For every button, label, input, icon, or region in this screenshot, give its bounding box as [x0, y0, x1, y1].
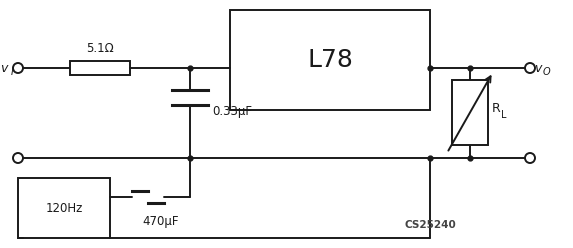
Text: v: v — [534, 62, 541, 75]
Bar — [70, 61, 130, 75]
Text: 120Hz: 120Hz — [45, 201, 83, 215]
Text: L: L — [501, 110, 507, 120]
Text: 470μF: 470μF — [142, 215, 179, 227]
Text: O: O — [542, 67, 550, 77]
Text: L78: L78 — [307, 48, 353, 72]
Text: v: v — [1, 62, 7, 75]
Bar — [230, 10, 430, 110]
Text: 5.1Ω: 5.1Ω — [86, 42, 114, 55]
Bar — [18, 178, 110, 238]
Text: I: I — [10, 67, 13, 77]
Text: 0.33μF: 0.33μF — [212, 105, 252, 118]
Text: R: R — [492, 102, 501, 115]
Bar — [452, 80, 488, 145]
Text: CS25240: CS25240 — [404, 220, 456, 230]
